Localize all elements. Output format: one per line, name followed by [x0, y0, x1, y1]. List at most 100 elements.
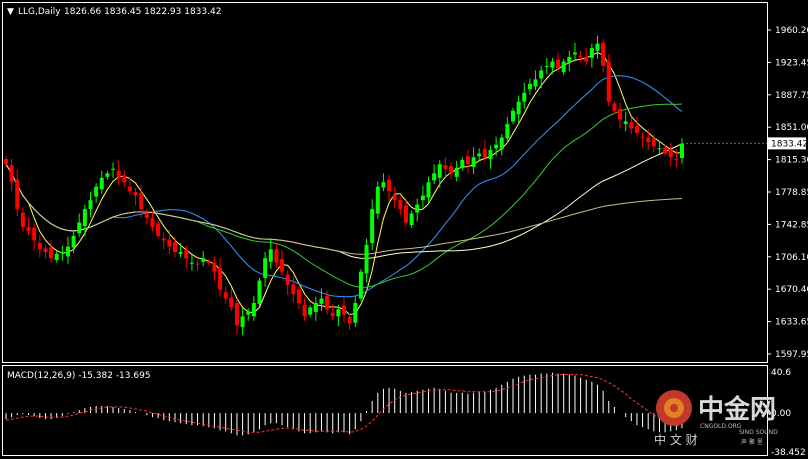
candle: [432, 173, 437, 181]
candle: [291, 284, 296, 295]
candle: [116, 170, 121, 178]
candle: [465, 156, 470, 165]
price-tick-label: 1923.45: [775, 58, 808, 68]
price-axis: 1960.20 1923.45 1887.75 1851.00 1815.30 1778.…: [682, 26, 808, 458]
candle: [488, 150, 493, 159]
candle: [246, 311, 251, 315]
candle: [353, 302, 358, 323]
candle: [156, 223, 161, 236]
candle: [229, 297, 234, 308]
candle: [640, 136, 645, 138]
ohlc-readout: 1826.66 1836.45 1822.93 1833.42: [64, 7, 221, 17]
candle: [674, 158, 679, 160]
candle: [544, 65, 549, 67]
current-price-label: 1833.42: [771, 139, 808, 149]
candle: [358, 271, 363, 299]
candle: [330, 312, 335, 317]
symbol-label: LLG,Daily: [18, 7, 61, 17]
candle: [77, 222, 82, 234]
candle: [173, 242, 177, 252]
candles: [4, 35, 684, 336]
candle: [212, 262, 217, 272]
candle: [370, 209, 375, 244]
candle: [71, 235, 76, 248]
candle: [280, 259, 285, 272]
candle: [223, 292, 228, 299]
candle: [668, 149, 673, 158]
price-tick-label: 1887.75: [775, 91, 808, 101]
candle: [364, 244, 369, 274]
candle: [43, 248, 48, 252]
candle: [218, 268, 223, 290]
price-tick-label: 1742.85: [775, 220, 808, 230]
candle: [623, 121, 628, 125]
candle: [88, 200, 93, 210]
candle: [499, 137, 504, 150]
candle: [663, 147, 668, 154]
candle: [15, 179, 20, 210]
candle: [454, 167, 459, 177]
candle: [680, 143, 684, 159]
candle: [32, 227, 37, 241]
watermark: 中金网 CNGOLD.ORG 中 文 财 SINO SOUND 声 聚 里: [654, 390, 778, 447]
candle: [516, 101, 521, 115]
candle: [578, 56, 583, 58]
candle: [82, 209, 87, 227]
candle: [263, 258, 268, 278]
symbol-dropdown-icon[interactable]: ▼: [7, 7, 14, 17]
candle: [572, 52, 577, 55]
candle: [505, 124, 510, 139]
candle: [646, 137, 651, 142]
candle: [533, 79, 538, 87]
candle: [420, 195, 425, 201]
candle: [9, 165, 14, 183]
price-tick-label: 1706.10: [775, 253, 808, 263]
candle: [567, 57, 572, 63]
candle: [381, 182, 386, 188]
candle: [206, 261, 211, 263]
candle: [54, 253, 59, 261]
candle: [144, 212, 149, 219]
candle: [268, 249, 273, 262]
candle: [494, 144, 499, 149]
candle: [460, 159, 465, 168]
candle: [657, 148, 662, 150]
candle: [629, 122, 634, 129]
candle: [234, 302, 239, 326]
candle: [392, 194, 397, 201]
candle: [336, 309, 341, 317]
ma-mid-line: [5, 75, 683, 298]
candle: [308, 307, 313, 315]
price-tick-label: 1960.20: [775, 26, 808, 36]
candle: [325, 295, 330, 310]
candle: [347, 317, 352, 324]
macd-tick-label: 0.00: [771, 409, 791, 419]
candle: [426, 182, 431, 198]
price-tick-label: 1597.95: [775, 350, 808, 360]
macd-label: MACD(12,26,9) -15.382 -13.695: [7, 371, 151, 381]
candle: [550, 61, 555, 68]
candle: [150, 218, 155, 227]
candle: [437, 164, 442, 178]
candle: [274, 249, 279, 263]
candle: [651, 138, 656, 147]
candle: [285, 274, 290, 286]
price-tick-label: 1815.30: [775, 156, 808, 166]
candle: [189, 262, 194, 264]
ma-fast-line: [5, 51, 683, 316]
candle: [409, 213, 414, 226]
candle: [195, 263, 200, 265]
candle: [601, 42, 606, 66]
candle: [178, 251, 183, 254]
candle: [522, 92, 527, 102]
candle: [471, 157, 476, 168]
candle: [26, 226, 31, 232]
price-tick-label: 1670.40: [775, 285, 808, 295]
ma-slow-line: [5, 164, 683, 255]
candle: [133, 192, 138, 196]
candle: [511, 110, 515, 122]
candle: [251, 302, 256, 317]
candle: [342, 305, 346, 315]
candle: [618, 108, 623, 120]
